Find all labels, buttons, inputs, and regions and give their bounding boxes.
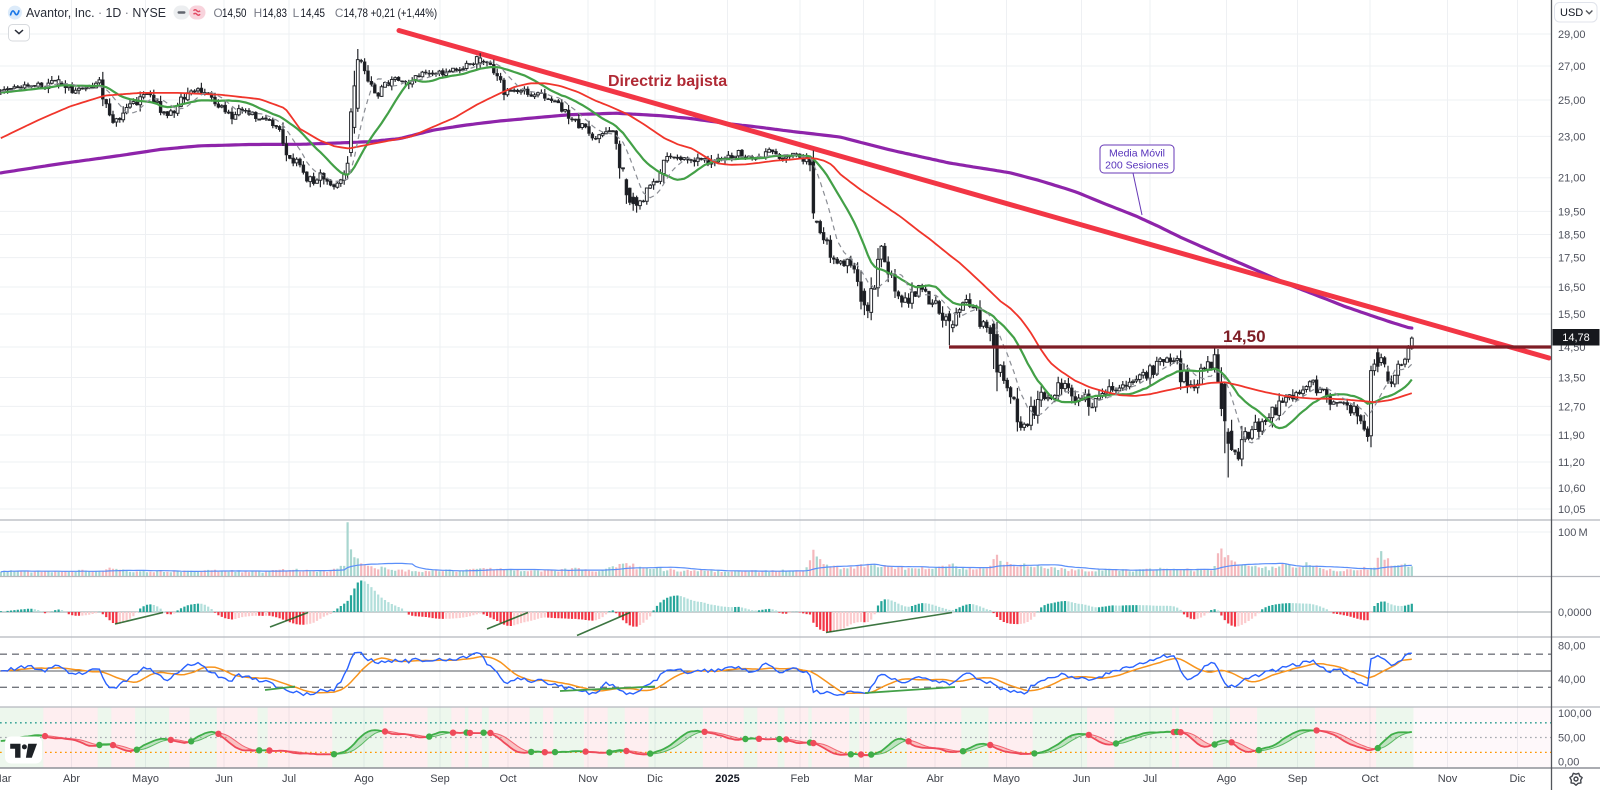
svg-text:+0,21 (+1,44%): +0,21 (+1,44%)	[371, 6, 438, 20]
svg-text:Abr: Abr	[926, 773, 943, 785]
svg-text:Jun: Jun	[215, 773, 233, 785]
svg-text:Mar: Mar	[0, 773, 12, 785]
svg-text:13,50: 13,50	[1558, 373, 1586, 385]
svg-text:16,50: 16,50	[1558, 282, 1586, 294]
svg-text:200 Sesiones: 200 Sesiones	[1105, 160, 1169, 172]
svg-text:Dic: Dic	[647, 773, 663, 785]
svg-text:100,00: 100,00	[1558, 708, 1592, 720]
svg-text:Nov: Nov	[578, 773, 598, 785]
svg-text:Oct: Oct	[499, 773, 516, 785]
svg-text:Jun: Jun	[1073, 773, 1091, 785]
svg-text:H: H	[254, 6, 263, 20]
svg-text:23,00: 23,00	[1558, 131, 1586, 143]
svg-text:Jul: Jul	[282, 773, 296, 785]
svg-text:Ago: Ago	[1217, 773, 1237, 785]
svg-text:Abr: Abr	[63, 773, 80, 785]
svg-text:Dic: Dic	[1510, 773, 1526, 785]
svg-text:Directriz bajista: Directriz bajista	[608, 73, 727, 90]
svg-text:17,50: 17,50	[1558, 253, 1586, 265]
svg-text:14,78: 14,78	[344, 6, 369, 20]
svg-text:40,00: 40,00	[1558, 674, 1586, 686]
svg-text:Jul: Jul	[1143, 773, 1157, 785]
svg-text:29,00: 29,00	[1558, 29, 1586, 41]
svg-text:21,00: 21,00	[1558, 173, 1586, 185]
svg-text:USD: USD	[1560, 7, 1583, 19]
svg-text:12,70: 12,70	[1558, 401, 1586, 413]
svg-text:Mayo: Mayo	[132, 773, 159, 785]
svg-text:10,60: 10,60	[1558, 483, 1586, 495]
svg-text:14,50: 14,50	[222, 6, 247, 20]
svg-text:25,00: 25,00	[1558, 95, 1586, 107]
svg-text:Avantor, Inc. · 1D · NYSE: Avantor, Inc. · 1D · NYSE	[26, 6, 166, 20]
svg-text:15,50: 15,50	[1558, 309, 1586, 321]
svg-text:Oct: Oct	[1361, 773, 1378, 785]
svg-text:80,00: 80,00	[1558, 641, 1586, 653]
svg-text:14,78: 14,78	[1562, 332, 1590, 344]
svg-text:Ago: Ago	[354, 773, 374, 785]
svg-text:0,0000: 0,0000	[1558, 607, 1592, 619]
svg-text:Nov: Nov	[1438, 773, 1458, 785]
svg-text:19,50: 19,50	[1558, 206, 1586, 218]
svg-text:11,90: 11,90	[1558, 430, 1585, 442]
svg-text:Sep: Sep	[1288, 773, 1308, 785]
svg-text:50,00: 50,00	[1558, 733, 1586, 745]
svg-text:14,83: 14,83	[263, 6, 288, 20]
svg-text:10,05: 10,05	[1558, 504, 1586, 516]
svg-text:0,00: 0,00	[1558, 757, 1579, 769]
svg-text:14,45: 14,45	[301, 6, 326, 20]
svg-text:14,50: 14,50	[1223, 327, 1266, 346]
svg-text:18,50: 18,50	[1558, 230, 1586, 242]
svg-text:2025: 2025	[715, 773, 739, 785]
svg-text:C: C	[335, 6, 344, 20]
svg-text:100 M: 100 M	[1558, 527, 1588, 539]
svg-text:Media Móvil: Media Móvil	[1109, 148, 1165, 160]
svg-text:27,00: 27,00	[1558, 61, 1586, 73]
svg-text:Feb: Feb	[791, 773, 810, 785]
svg-text:O: O	[214, 6, 223, 20]
svg-text:Mayo: Mayo	[993, 773, 1020, 785]
svg-text:Mar: Mar	[854, 773, 873, 785]
svg-text:Sep: Sep	[430, 773, 450, 785]
svg-text:L: L	[293, 6, 300, 20]
svg-text:11,20: 11,20	[1558, 457, 1585, 469]
